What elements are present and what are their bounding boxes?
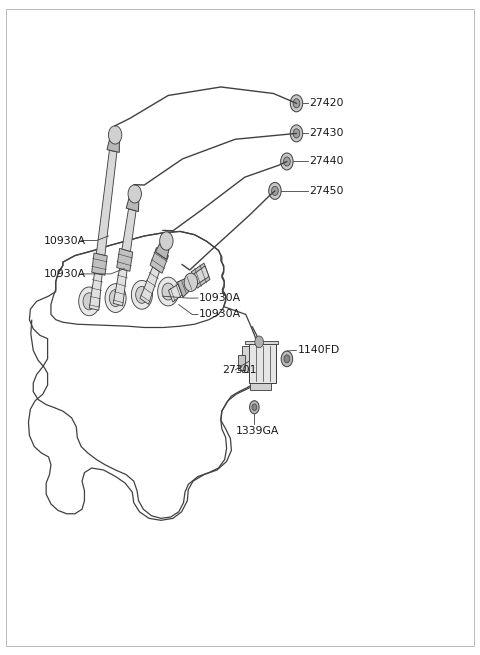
Circle shape xyxy=(293,99,300,108)
Circle shape xyxy=(252,404,257,411)
Text: 27440: 27440 xyxy=(310,157,344,166)
Circle shape xyxy=(83,293,96,310)
Polygon shape xyxy=(250,383,271,390)
Polygon shape xyxy=(179,266,209,294)
Polygon shape xyxy=(92,253,107,275)
Polygon shape xyxy=(249,344,276,383)
Circle shape xyxy=(136,286,148,303)
Text: 10930A: 10930A xyxy=(198,309,240,320)
Circle shape xyxy=(79,287,100,316)
Polygon shape xyxy=(107,134,120,153)
Text: 10930A: 10930A xyxy=(44,269,86,279)
Circle shape xyxy=(250,401,259,414)
Circle shape xyxy=(185,274,194,287)
Circle shape xyxy=(160,232,173,250)
Text: 27450: 27450 xyxy=(310,186,344,196)
Circle shape xyxy=(162,283,174,300)
Text: 27420: 27420 xyxy=(310,98,344,108)
Polygon shape xyxy=(150,248,168,273)
Polygon shape xyxy=(96,150,117,255)
Polygon shape xyxy=(242,346,249,372)
Polygon shape xyxy=(126,193,139,212)
Circle shape xyxy=(290,95,303,112)
Circle shape xyxy=(128,185,142,203)
Circle shape xyxy=(157,277,179,306)
Polygon shape xyxy=(157,249,167,258)
Polygon shape xyxy=(122,209,136,252)
Polygon shape xyxy=(168,275,196,302)
Circle shape xyxy=(269,182,281,199)
Circle shape xyxy=(284,355,290,363)
Circle shape xyxy=(284,157,290,166)
Circle shape xyxy=(290,125,303,142)
Text: 27301: 27301 xyxy=(222,365,256,375)
Circle shape xyxy=(293,129,300,138)
Polygon shape xyxy=(113,269,127,306)
Text: 1339GA: 1339GA xyxy=(236,426,279,436)
Circle shape xyxy=(281,153,293,170)
Circle shape xyxy=(108,126,122,144)
Circle shape xyxy=(132,280,153,309)
Text: 1140FD: 1140FD xyxy=(298,345,340,356)
Polygon shape xyxy=(140,267,159,305)
Circle shape xyxy=(255,336,264,348)
Circle shape xyxy=(109,290,122,307)
Text: 10930A: 10930A xyxy=(198,293,240,303)
Circle shape xyxy=(105,284,126,312)
Polygon shape xyxy=(117,248,133,271)
Polygon shape xyxy=(238,355,245,370)
Polygon shape xyxy=(89,273,102,310)
Polygon shape xyxy=(191,263,210,288)
Circle shape xyxy=(184,273,198,291)
Polygon shape xyxy=(178,277,193,297)
Circle shape xyxy=(196,270,205,283)
Polygon shape xyxy=(245,341,278,344)
Text: 27430: 27430 xyxy=(310,128,344,138)
Polygon shape xyxy=(156,238,170,259)
Circle shape xyxy=(272,186,278,195)
Circle shape xyxy=(281,351,293,367)
Text: 10930A: 10930A xyxy=(44,236,86,246)
